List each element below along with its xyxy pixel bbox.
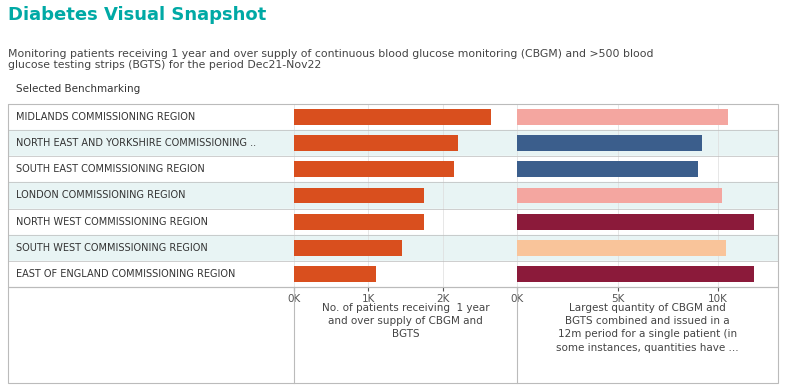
- Text: LONDON COMMISSIONING REGION: LONDON COMMISSIONING REGION: [17, 190, 186, 201]
- Bar: [517, 130, 778, 156]
- Text: NORTH WEST COMMISSIONING REGION: NORTH WEST COMMISSIONING REGION: [17, 217, 209, 227]
- Text: Selected Benchmarking: Selected Benchmarking: [17, 84, 141, 94]
- Bar: [8, 182, 294, 209]
- Bar: [294, 161, 454, 177]
- Bar: [294, 135, 457, 151]
- Bar: [517, 182, 778, 209]
- Bar: [294, 266, 375, 282]
- Bar: [8, 104, 294, 130]
- Bar: [517, 161, 698, 177]
- Bar: [294, 130, 517, 156]
- Bar: [517, 135, 702, 151]
- Bar: [8, 235, 294, 261]
- Bar: [517, 261, 778, 287]
- Bar: [294, 156, 517, 182]
- Bar: [294, 235, 517, 261]
- Bar: [8, 261, 294, 287]
- Bar: [294, 188, 424, 203]
- Bar: [8, 130, 294, 156]
- Bar: [8, 156, 294, 182]
- Bar: [294, 240, 402, 256]
- Bar: [517, 240, 726, 256]
- Bar: [517, 156, 778, 182]
- Bar: [517, 109, 728, 125]
- Bar: [294, 261, 517, 287]
- Text: NORTH EAST AND YORKSHIRE COMMISSIONING ..: NORTH EAST AND YORKSHIRE COMMISSIONING .…: [17, 138, 257, 148]
- Text: SOUTH WEST COMMISSIONING REGION: SOUTH WEST COMMISSIONING REGION: [17, 243, 209, 253]
- Bar: [517, 188, 722, 203]
- Text: Monitoring patients receiving 1 year and over supply of continuous blood glucose: Monitoring patients receiving 1 year and…: [8, 49, 653, 70]
- Bar: [294, 109, 491, 125]
- Bar: [294, 182, 517, 209]
- Bar: [517, 214, 754, 230]
- Bar: [517, 266, 754, 282]
- Bar: [294, 104, 517, 130]
- Text: MIDLANDS COMMISSIONING REGION: MIDLANDS COMMISSIONING REGION: [17, 112, 196, 122]
- Text: Diabetes Visual Snapshot: Diabetes Visual Snapshot: [8, 6, 266, 24]
- Bar: [294, 214, 424, 230]
- Bar: [517, 235, 778, 261]
- Bar: [294, 209, 517, 235]
- Bar: [517, 104, 778, 130]
- Text: SOUTH EAST COMMISSIONING REGION: SOUTH EAST COMMISSIONING REGION: [17, 164, 205, 174]
- Bar: [517, 209, 778, 235]
- Text: No. of patients receiving  1 year
and over supply of CBGM and
BGTS: No. of patients receiving 1 year and ove…: [322, 303, 489, 339]
- Text: EAST OF ENGLAND COMMISSIONING REGION: EAST OF ENGLAND COMMISSIONING REGION: [17, 269, 236, 279]
- Text: Largest quantity of CBGM and
BGTS combined and issued in a
12m period for a sing: Largest quantity of CBGM and BGTS combin…: [556, 303, 739, 353]
- Bar: [8, 209, 294, 235]
